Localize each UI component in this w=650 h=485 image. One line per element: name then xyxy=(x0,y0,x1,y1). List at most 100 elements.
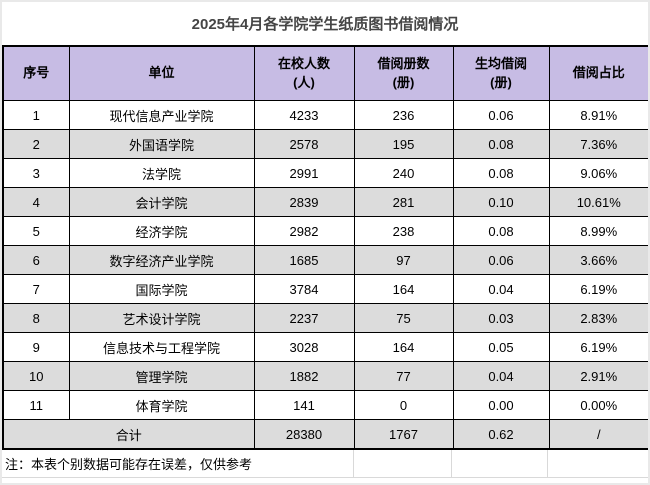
cell-no: 7 xyxy=(2,274,70,304)
table-row: 3 法学院 2991 240 0.08 9.06% xyxy=(2,158,648,188)
cell-no: 6 xyxy=(2,245,70,275)
table-row: 9 信息技术与工程学院 3028 164 0.05 6.19% xyxy=(2,332,648,362)
cell-no: 10 xyxy=(2,361,70,391)
footnote-row: 注：本表个别数据可能存在误差，仅供参考 xyxy=(2,450,648,478)
header-line: 在校人数 xyxy=(277,55,330,71)
header-row: 序号 单位 在校人数 (人) 借阅册数 (册) 生均借阅 (册) 借阅占比 xyxy=(2,45,648,101)
cell-borrowed: 164 xyxy=(353,332,454,362)
cell-per-student: 0.08 xyxy=(452,216,550,246)
column-header-no: 序号 xyxy=(2,45,70,101)
cell-share: 3.66% xyxy=(548,245,648,275)
cell-no: 1 xyxy=(2,100,70,130)
header-line: (人) xyxy=(293,74,315,90)
column-header-share: 借阅占比 xyxy=(548,45,648,101)
cell-no: 9 xyxy=(2,332,70,362)
cell-borrowed: 240 xyxy=(353,158,454,188)
table-row: 11 体育学院 141 0 0.00 0.00% xyxy=(2,390,648,420)
footnote-empty-cell xyxy=(452,450,548,478)
cell-per-student: 0.08 xyxy=(452,129,550,159)
cell-per-student: 0.00 xyxy=(452,390,550,420)
page-title: 2025年4月各学院学生纸质图书借阅情况 xyxy=(2,2,648,45)
column-header-unit: 单位 xyxy=(68,45,255,101)
table-row: 7 国际学院 3784 164 0.04 6.19% xyxy=(2,274,648,304)
column-header-per-student: 生均借阅 (册) xyxy=(452,45,550,101)
cell-borrowed: 236 xyxy=(353,100,454,130)
cell-students: 3784 xyxy=(253,274,355,304)
cell-per-student: 0.10 xyxy=(452,187,550,217)
table-row: 1 现代信息产业学院 4233 236 0.06 8.91% xyxy=(2,100,648,130)
header-line: 借阅占比 xyxy=(572,65,625,81)
header-line: (册) xyxy=(490,74,512,90)
cell-borrowed: 77 xyxy=(353,361,454,391)
total-label: 合计 xyxy=(2,419,255,450)
cell-students: 3028 xyxy=(253,332,355,362)
footnote-empty-cell xyxy=(354,450,452,478)
cell-share: 2.83% xyxy=(548,303,648,333)
cell-per-student: 0.05 xyxy=(452,332,550,362)
cell-borrowed: 281 xyxy=(353,187,454,217)
cell-per-student: 0.08 xyxy=(452,158,550,188)
cell-unit: 数字经济产业学院 xyxy=(68,245,255,275)
cell-borrowed: 97 xyxy=(353,245,454,275)
cell-unit: 国际学院 xyxy=(68,274,255,304)
cell-share: 6.19% xyxy=(548,332,648,362)
header-line: (册) xyxy=(392,74,415,90)
footnote-empty-cell xyxy=(548,450,648,478)
cell-share: 10.61% xyxy=(548,187,648,217)
cell-unit: 体育学院 xyxy=(68,390,255,420)
cell-students: 141 xyxy=(253,390,355,420)
column-header-borrowed: 借阅册数 (册) xyxy=(353,45,454,101)
cell-per-student: 0.06 xyxy=(452,100,550,130)
cell-borrowed: 0 xyxy=(353,390,454,420)
cell-borrowed: 195 xyxy=(353,129,454,159)
header-line: 生均借阅 xyxy=(474,55,527,71)
table-row: 2 外国语学院 2578 195 0.08 7.36% xyxy=(2,129,648,159)
cell-unit: 外国语学院 xyxy=(68,129,255,159)
cell-students: 2982 xyxy=(253,216,355,246)
cell-share: 0.00% xyxy=(548,390,648,420)
total-share: / xyxy=(548,419,648,450)
header-line: 借阅册数 xyxy=(377,55,430,71)
cell-borrowed: 164 xyxy=(353,274,454,304)
table-row: 4 会计学院 2839 281 0.10 10.61% xyxy=(2,187,648,217)
cell-share: 6.19% xyxy=(548,274,648,304)
cell-per-student: 0.03 xyxy=(452,303,550,333)
cell-unit: 法学院 xyxy=(68,158,255,188)
cell-per-student: 0.04 xyxy=(452,274,550,304)
cell-students: 2578 xyxy=(253,129,355,159)
cell-students: 4233 xyxy=(253,100,355,130)
cell-unit: 信息技术与工程学院 xyxy=(68,332,255,362)
table-header: 序号 单位 在校人数 (人) 借阅册数 (册) 生均借阅 (册) 借阅占比 xyxy=(2,45,648,101)
cell-unit: 管理学院 xyxy=(68,361,255,391)
table-row: 8 艺术设计学院 2237 75 0.03 2.83% xyxy=(2,303,648,333)
cell-students: 1882 xyxy=(253,361,355,391)
cell-no: 3 xyxy=(2,158,70,188)
cell-share: 8.99% xyxy=(548,216,648,246)
cell-unit: 艺术设计学院 xyxy=(68,303,255,333)
header-line: 序号 xyxy=(23,65,50,81)
cell-no: 8 xyxy=(2,303,70,333)
cell-students: 2991 xyxy=(253,158,355,188)
total-students: 28380 xyxy=(253,419,355,450)
cell-unit: 经济学院 xyxy=(68,216,255,246)
cell-no: 11 xyxy=(2,390,70,420)
cell-borrowed: 75 xyxy=(353,303,454,333)
table-row: 10 管理学院 1882 77 0.04 2.91% xyxy=(2,361,648,391)
total-per-student: 0.62 xyxy=(452,419,550,450)
borrowing-table: 序号 单位 在校人数 (人) 借阅册数 (册) 生均借阅 (册) 借阅占比 xyxy=(2,45,648,450)
table-row: 5 经济学院 2982 238 0.08 8.99% xyxy=(2,216,648,246)
cell-borrowed: 238 xyxy=(353,216,454,246)
cell-students: 2237 xyxy=(253,303,355,333)
cell-per-student: 0.04 xyxy=(452,361,550,391)
cell-share: 9.06% xyxy=(548,158,648,188)
table-body: 1 现代信息产业学院 4233 236 0.06 8.91% 2 外国语学院 2578 195 0.… xyxy=(2,100,648,420)
cell-share: 2.91% xyxy=(548,361,648,391)
cell-students: 2839 xyxy=(253,187,355,217)
header-line: 单位 xyxy=(148,65,175,81)
table-row: 6 数字经济产业学院 1685 97 0.06 3.66% xyxy=(2,245,648,275)
cell-unit: 会计学院 xyxy=(68,187,255,217)
column-header-students: 在校人数 (人) xyxy=(253,45,355,101)
cell-per-student: 0.06 xyxy=(452,245,550,275)
cell-students: 1685 xyxy=(253,245,355,275)
